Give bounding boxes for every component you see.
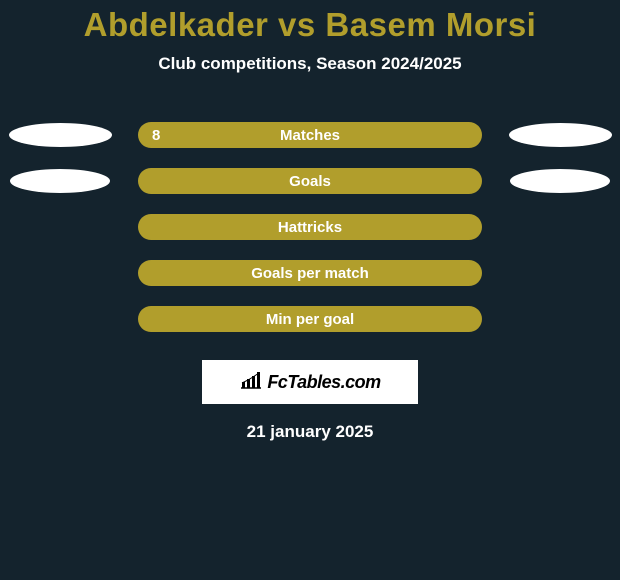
right-player-marker	[500, 258, 620, 288]
metric-bar: Hattricks	[138, 214, 482, 240]
metric-label: Matches	[138, 127, 482, 144]
right-player-marker	[500, 120, 620, 150]
metric-bar: Goals per match	[138, 260, 482, 286]
metric-row: Goals per match	[0, 250, 620, 296]
left-player-marker	[0, 258, 120, 288]
left-player-marker	[0, 120, 120, 150]
metric-label: Min per goal	[138, 311, 482, 328]
metric-bar: Goals	[138, 168, 482, 194]
metric-left-value: 8	[152, 127, 160, 144]
metric-row: Goals	[0, 158, 620, 204]
metrics-list: 8 Matches Goals Hattricks	[0, 112, 620, 342]
date-label: 21 january 2025	[0, 422, 620, 442]
comparison-infographic: Abdelkader vs Basem Morsi Club competiti…	[0, 0, 620, 580]
left-player-marker	[0, 304, 120, 334]
subtitle: Club competitions, Season 2024/2025	[0, 54, 620, 74]
left-player-marker	[0, 166, 120, 196]
metric-bar: Min per goal	[138, 306, 482, 332]
ellipse-shape	[10, 169, 110, 193]
right-player-marker	[500, 212, 620, 242]
right-player-marker	[500, 304, 620, 334]
metric-row: Hattricks	[0, 204, 620, 250]
metric-row: Min per goal	[0, 296, 620, 342]
metric-row: 8 Matches	[0, 112, 620, 158]
page-title: Abdelkader vs Basem Morsi	[0, 0, 620, 44]
ellipse-shape	[510, 169, 610, 193]
brand-text: FcTables.com	[267, 372, 380, 393]
brand-attribution: FcTables.com	[202, 360, 418, 404]
metric-bar: 8 Matches	[138, 122, 482, 148]
left-player-marker	[0, 212, 120, 242]
right-player-marker	[500, 166, 620, 196]
ellipse-shape	[509, 123, 612, 147]
ellipse-shape	[9, 123, 112, 147]
metric-label: Goals per match	[138, 265, 482, 282]
bar-chart-icon	[239, 370, 263, 395]
metric-label: Goals	[138, 173, 482, 190]
metric-label: Hattricks	[138, 219, 482, 236]
